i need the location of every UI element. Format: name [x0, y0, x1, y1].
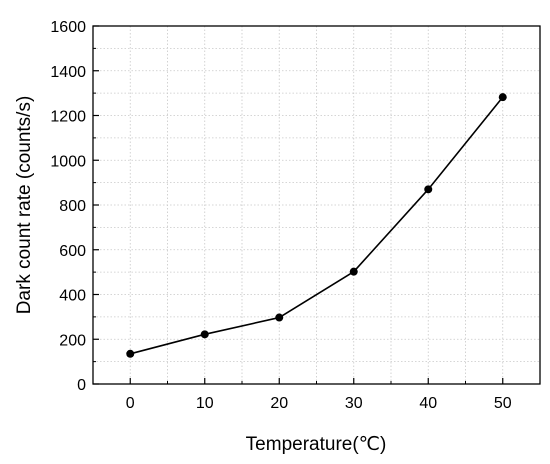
series-line [130, 96, 504, 355]
tick-labels: 0 10 20 30 40 50 0 200 400 600 800 1000 1200 1400 1600 [50, 19, 511, 412]
x-tick-label: 30 [345, 395, 363, 412]
axis-ticks [93, 25, 504, 385]
series-group [126, 93, 507, 358]
x-tick-label: 10 [196, 395, 214, 412]
x-axis-title: Temperature(℃) [246, 434, 387, 455]
data-point [424, 185, 433, 194]
y-tick-label: 1000 [50, 153, 86, 170]
y-tick-label: 1400 [50, 64, 86, 81]
y-axis-title: Dark count rate (counts/s) [14, 96, 35, 315]
y-tick-label: 600 [59, 243, 86, 260]
x-tick-label: 0 [126, 395, 135, 412]
x-tick-label: 20 [270, 395, 288, 412]
data-point [349, 267, 358, 276]
data-point [200, 330, 209, 339]
grid [93, 26, 540, 384]
data-point [126, 349, 135, 358]
y-tick-label: 1200 [50, 109, 86, 126]
y-tick-label: 400 [59, 288, 86, 305]
y-tick-label: 0 [77, 377, 86, 394]
data-point [498, 93, 507, 102]
y-tick-label: 800 [59, 198, 86, 215]
x-tick-label: 40 [419, 395, 437, 412]
plot-area-frame [92, 25, 541, 385]
x-tick-label: 50 [494, 395, 512, 412]
y-tick-label: 200 [59, 332, 86, 349]
y-tick-label: 1600 [50, 19, 86, 36]
data-point [275, 313, 284, 322]
